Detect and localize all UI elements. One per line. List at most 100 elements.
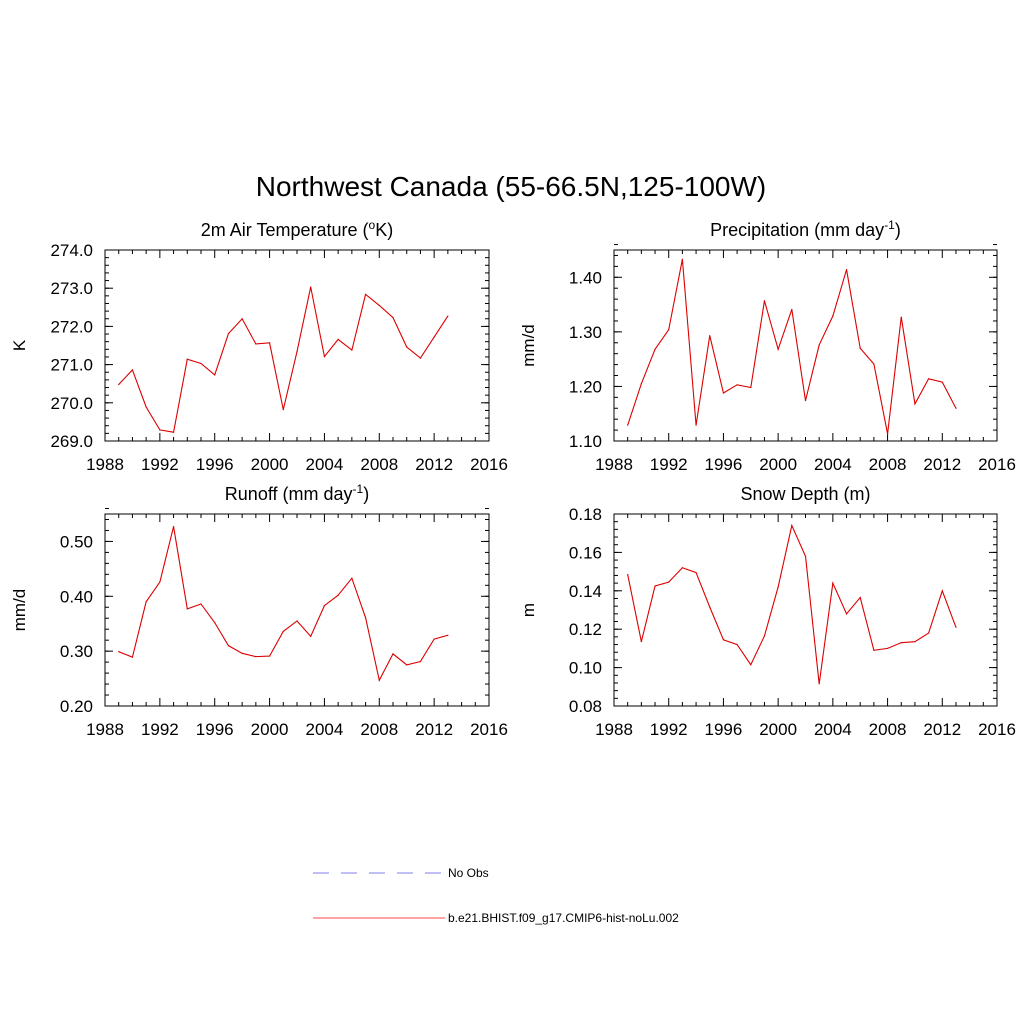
panel-title: Runoff (mm day-1): [225, 482, 369, 504]
y-tick-label: 0.20: [60, 697, 93, 716]
y-tick-label: 0.50: [60, 532, 93, 551]
data-point: [433, 336, 435, 338]
data-point: [681, 567, 683, 569]
data-point: [886, 433, 889, 435]
data-point: [955, 626, 957, 628]
data-point: [447, 634, 449, 636]
data-point: [214, 374, 216, 376]
data-point: [378, 304, 380, 306]
x-tick-label: 1992: [650, 455, 688, 474]
data-point: [310, 635, 312, 637]
data-point: [172, 526, 175, 528]
data-point: [323, 605, 326, 607]
data-point: [351, 349, 353, 351]
x-tick-label: 2016: [470, 720, 508, 739]
panel-1: 2m Air Temperature (oK) K 1988 1992 1996 2000…: [10, 218, 508, 474]
y-tick-label: 0.40: [60, 587, 93, 606]
data-point: [955, 407, 957, 409]
data-point: [172, 431, 175, 433]
x-tick-label: 1988: [595, 720, 633, 739]
x-tick-label: 2016: [978, 455, 1016, 474]
data-point: [227, 333, 230, 335]
data-point: [722, 392, 725, 394]
x-tick-label: 1992: [141, 455, 179, 474]
data-point: [186, 608, 188, 610]
data-point: [433, 638, 435, 640]
panel-title-superscript: -1: [884, 218, 895, 232]
data-point: [447, 315, 449, 317]
x-tick-label: 2004: [306, 720, 344, 739]
data-point: [255, 343, 257, 345]
data-point: [832, 315, 834, 317]
data-point: [818, 683, 820, 685]
data-point: [364, 617, 367, 619]
panel-title-end: ): [895, 220, 901, 240]
y-axis-label: mm/d: [10, 589, 29, 632]
data-point: [763, 635, 766, 637]
data-point: [241, 318, 243, 320]
plot-frame: [104, 249, 490, 442]
data-point: [736, 384, 738, 386]
data-point: [640, 641, 642, 643]
panel-title: Precipitation (mm day-1): [710, 218, 901, 240]
data-point: [118, 651, 120, 653]
y-tick-label: 273.0: [50, 279, 93, 298]
data-point: [668, 329, 670, 331]
data-point: [419, 660, 422, 663]
x-tick-label: 2000: [759, 455, 797, 474]
data-point: [914, 403, 916, 405]
y-tick-label: 271.0: [50, 356, 93, 375]
data-point: [791, 308, 793, 311]
y-tick-label: 0.08: [569, 697, 602, 716]
data-point: [159, 581, 161, 583]
panel-title: Snow Depth (m): [740, 484, 870, 504]
data-point: [695, 424, 697, 426]
data-point: [131, 369, 134, 371]
series-line: [627, 259, 957, 435]
x-tick-label: 1992: [141, 720, 179, 739]
data-point: [886, 647, 889, 650]
x-tick-label: 1996: [196, 720, 234, 739]
x-tick-label: 2000: [759, 720, 797, 739]
data-point: [378, 679, 380, 681]
x-tick-label: 1996: [705, 720, 743, 739]
data-point: [406, 664, 408, 666]
x-tick-label: 2000: [251, 455, 289, 474]
plot-frame: [613, 249, 998, 442]
panel-title-superscript: -1: [353, 482, 364, 496]
legend-obs-label: No Obs: [448, 866, 489, 880]
y-tick-label: 1.20: [569, 377, 602, 396]
y-tick-label: 1.10: [569, 432, 602, 451]
data-point: [654, 585, 656, 587]
data-point: [709, 606, 711, 608]
data-point: [159, 429, 161, 431]
y-tick-label: 269.0: [50, 432, 93, 451]
x-tick-label: 2008: [869, 455, 907, 474]
x-tick-label: 2004: [814, 455, 852, 474]
data-point: [640, 383, 642, 385]
x-tick-label: 1988: [595, 455, 633, 474]
x-tick-label: 2016: [978, 720, 1016, 739]
data-point: [941, 590, 943, 592]
data-point: [750, 386, 752, 389]
data-point: [627, 424, 629, 426]
series-line: [118, 526, 449, 682]
data-point: [392, 317, 394, 319]
panels-group: 2m Air Temperature (oK) K 1988 1992 1996 2000…: [10, 218, 1016, 739]
x-tick-label: 1996: [705, 455, 743, 474]
panel-title-main: 2m Air Temperature (: [201, 220, 369, 240]
data-point: [668, 581, 670, 583]
x-tick-label: 2008: [869, 720, 907, 739]
data-point: [323, 355, 326, 358]
y-tick-label: 274.0: [50, 241, 93, 260]
x-tick-label: 2012: [923, 720, 961, 739]
data-point: [227, 645, 230, 647]
y-axis-label: m: [519, 603, 538, 617]
x-tick-label: 1996: [196, 455, 234, 474]
data-point: [296, 351, 298, 353]
data-point: [845, 613, 848, 615]
y-tick-label: 0.18: [569, 505, 602, 524]
data-point: [750, 664, 752, 666]
series-line: [118, 286, 449, 433]
